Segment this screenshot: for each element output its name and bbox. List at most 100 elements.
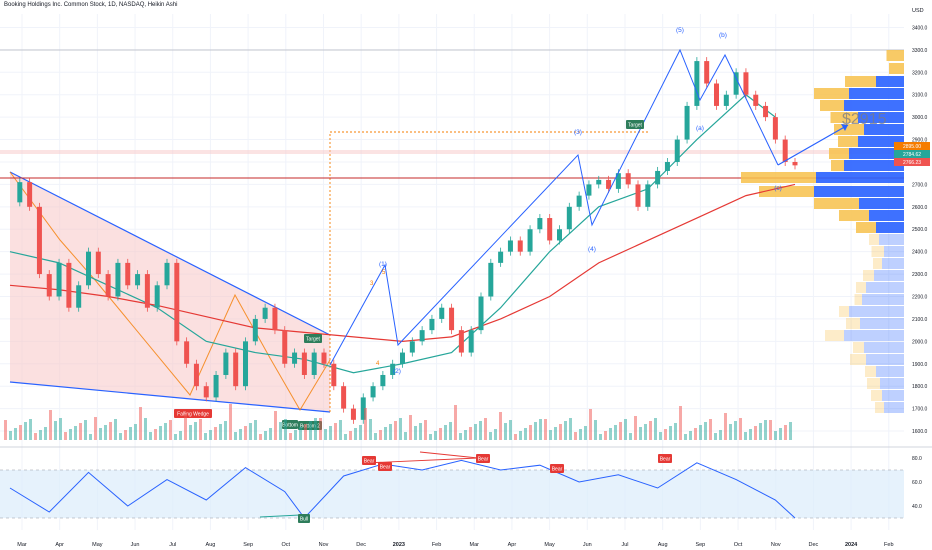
volume-bar-39 — [199, 419, 202, 440]
volume-bar-19 — [99, 428, 102, 440]
volume-bar-36 — [184, 414, 187, 440]
volume-bar-55 — [279, 422, 282, 440]
rsi-bear-tag-2-text: Bear — [478, 457, 489, 463]
volume-bar-145 — [729, 424, 732, 440]
x-tick-1: Apr — [55, 542, 64, 548]
volume-bar-32 — [164, 423, 167, 440]
vp-up-bar-6 — [864, 124, 904, 135]
target-tag-1-text: Target — [306, 337, 321, 343]
volume-bar-74 — [374, 433, 377, 440]
label-wave_c: (c) — [774, 185, 782, 192]
candle-body-15 — [154, 285, 160, 308]
candle-body-65 — [645, 184, 651, 207]
volume-bar-69 — [349, 431, 352, 440]
vp-down-bar-20 — [854, 294, 862, 305]
volume-bar-27 — [139, 407, 142, 440]
vp-down-bar-28 — [871, 390, 882, 401]
volume-bar-47 — [239, 429, 242, 440]
rsi-bull-tag-box — [298, 514, 310, 523]
y-tick-14: 3000.0 — [912, 115, 928, 121]
candle-body-31 — [311, 352, 317, 375]
target-tag-1-box — [304, 334, 322, 343]
y-tick-17: 3300.0 — [912, 48, 928, 54]
vp-down-bar-0 — [886, 50, 904, 61]
candle-body-39 — [390, 363, 396, 375]
vp-up-bar-22 — [860, 318, 904, 329]
volume-bar-42 — [214, 427, 217, 440]
vp-up-bar-25 — [866, 354, 904, 365]
volume-bar-51 — [259, 434, 262, 440]
volume-bar-157 — [789, 422, 792, 440]
rsi-tick-1: 60.0 — [912, 480, 922, 486]
resistance-band — [0, 150, 904, 154]
projection-arrow-icon — [841, 124, 848, 131]
vp-up-bar-29 — [884, 402, 904, 413]
candle-body-24 — [243, 341, 248, 387]
volume-bar-118 — [594, 420, 597, 440]
volume-bar-127 — [639, 427, 642, 440]
volume-bar-79 — [399, 418, 402, 440]
rsi-band — [0, 470, 904, 518]
vp-up-bar-2 — [876, 76, 904, 87]
volume-bar-73 — [369, 419, 372, 440]
volume-bar-62 — [314, 418, 317, 440]
candle-body-35 — [350, 408, 356, 420]
volume-bar-126 — [634, 416, 637, 440]
candle-body-68 — [674, 139, 680, 162]
y-tick-9: 2500.0 — [912, 227, 928, 233]
candle-body-64 — [635, 184, 641, 207]
vp-up-bar-3 — [849, 88, 904, 99]
volume-bar-1 — [9, 431, 12, 440]
vp-up-bar-15 — [879, 234, 904, 245]
vp-down-bar-16 — [871, 246, 884, 257]
volume-bar-48 — [244, 426, 247, 440]
volume-bar-95 — [479, 421, 482, 440]
candle-body-77 — [763, 105, 769, 118]
volume-bar-0 — [4, 420, 7, 440]
candle-body-57 — [566, 206, 572, 230]
x-tick-15: Jun — [583, 542, 592, 548]
volume-bar-52 — [264, 431, 267, 440]
candle-body-29 — [292, 352, 298, 364]
volume-bar-64 — [324, 429, 327, 440]
volume-bar-50 — [254, 420, 257, 440]
vp-down-bar-27 — [867, 378, 880, 389]
candle-body-14 — [144, 274, 150, 308]
volume-bar-92 — [464, 430, 467, 440]
volume-bar-30 — [154, 429, 157, 440]
volume-bar-5 — [29, 419, 32, 440]
candle-body-69 — [684, 105, 690, 140]
volume-bar-80 — [404, 432, 407, 440]
candle-body-16 — [164, 262, 170, 286]
vp-down-bar-4 — [820, 100, 844, 111]
x-tick-10: 2023 — [393, 542, 405, 548]
vp-up-bar-7 — [858, 136, 904, 147]
candle-body-27 — [272, 307, 278, 331]
candle-body-76 — [753, 94, 759, 106]
candle-body-63 — [625, 173, 631, 185]
candle-body-10 — [105, 274, 111, 297]
candle-body-47 — [468, 330, 474, 353]
rsi-bear-tag-3-box — [550, 464, 564, 473]
volume-bar-132 — [664, 429, 667, 440]
chart-title: Booking Holdings Inc. Common Stock, 1D, … — [4, 2, 178, 8]
volume-bar-13 — [69, 429, 72, 440]
volume-bar-78 — [394, 421, 397, 440]
volume-bar-43 — [219, 424, 222, 440]
wedge-zigzag — [9, 171, 331, 411]
volume-bar-72 — [364, 408, 367, 440]
volume-bar-49 — [249, 423, 252, 440]
volume-bar-22 — [114, 419, 117, 440]
volume-bar-16 — [84, 420, 87, 440]
candle-body-53 — [527, 229, 533, 252]
vp-up-bar-26 — [876, 366, 904, 377]
price-tag-prev-text: 2766.23 — [903, 160, 921, 166]
label-wave_4: (4) — [588, 246, 596, 253]
vp-up-bar-12 — [859, 198, 904, 209]
volume-bar-148 — [744, 432, 747, 440]
price-tag-last-box — [894, 150, 930, 158]
vp-down-bar-7 — [838, 136, 858, 147]
x-tick-7: Oct — [282, 542, 291, 548]
